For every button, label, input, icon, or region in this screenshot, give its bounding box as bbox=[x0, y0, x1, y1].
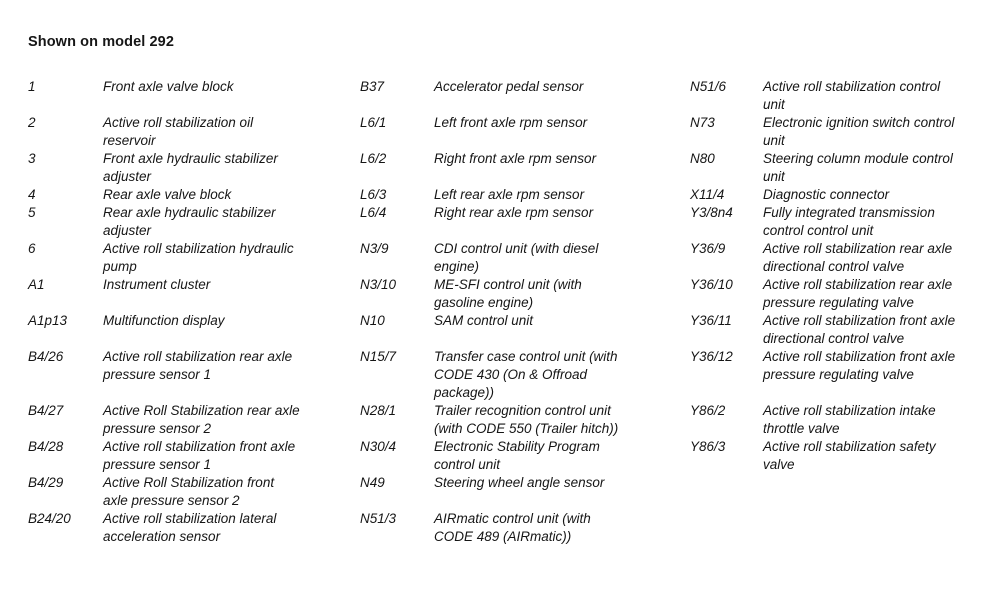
legend-desc-cell: Steering column module control unit bbox=[763, 151, 953, 184]
legend-code-cell: B24/20 bbox=[28, 511, 71, 526]
table-row: 3 Front axle hydraulic stabilizer adjust… bbox=[28, 150, 1005, 186]
table-row: B4/29 Active Roll Stabilization front ax… bbox=[28, 474, 1005, 510]
legend-code-cell: A1 bbox=[28, 277, 45, 292]
legend-code-cell: N10 bbox=[360, 313, 385, 328]
legend-code-cell: N49 bbox=[360, 475, 385, 490]
legend-code-cell: N28/1 bbox=[360, 403, 397, 418]
legend-desc-cell: Rear axle hydraulic stabilizer adjuster bbox=[103, 205, 276, 238]
table-row: B4/26 Active roll stabilization rear axl… bbox=[28, 348, 1005, 402]
legend-desc-cell bbox=[763, 510, 1005, 546]
legend-code-cell: A1p13 bbox=[28, 313, 68, 328]
legend-desc-cell: Active roll stabilization rear axle pres… bbox=[763, 277, 953, 310]
legend-desc-cell bbox=[763, 474, 1005, 510]
legend-code-cell: 5 bbox=[28, 205, 36, 220]
legend-code-cell bbox=[690, 474, 763, 510]
table-row: 4 Rear axle valve block L6/3 Left rear a… bbox=[28, 186, 1005, 204]
legend-code-cell: N73 bbox=[690, 115, 715, 130]
legend-code-cell: X11/4 bbox=[690, 187, 725, 202]
legend-code-cell: B4/29 bbox=[28, 475, 64, 490]
legend-code-cell: 1 bbox=[28, 79, 36, 94]
legend-code-cell bbox=[690, 510, 763, 546]
legend-desc-cell: Active roll stabilization intake throttl… bbox=[763, 403, 936, 436]
legend-code-cell: B37 bbox=[360, 79, 385, 94]
legend-desc-cell: AIRmatic control unit (with CODE 489 (AI… bbox=[434, 511, 591, 544]
legend-desc-cell: Active roll stabilization front axle pre… bbox=[763, 349, 956, 382]
legend-desc-cell: Front axle valve block bbox=[103, 79, 234, 94]
legend-table: 1 Front axle valve block B37 Accelerator… bbox=[28, 78, 1005, 546]
legend-desc-cell: Fully integrated transmission control co… bbox=[763, 205, 935, 238]
legend-desc-cell: Accelerator pedal sensor bbox=[434, 79, 584, 94]
legend-code-cell: Y36/10 bbox=[690, 277, 733, 292]
legend-code-cell: B4/26 bbox=[28, 349, 64, 364]
legend-code-cell: 2 bbox=[28, 115, 36, 130]
table-row: 6 Active roll stabilization hydraulic pu… bbox=[28, 240, 1005, 276]
legend-code-cell: N30/4 bbox=[360, 439, 397, 454]
legend-code-cell: B4/27 bbox=[28, 403, 64, 418]
legend-desc-cell: Active roll stabilization rear axle pres… bbox=[103, 349, 293, 382]
legend-code-cell: 4 bbox=[28, 187, 36, 202]
legend-desc-cell: Active roll stabilization control unit bbox=[763, 79, 941, 112]
legend-desc-cell: Active roll stabilization safety valve bbox=[763, 439, 936, 472]
legend-desc-cell: Right rear axle rpm sensor bbox=[434, 205, 594, 220]
legend-desc-cell: Electronic Stability Program control uni… bbox=[434, 439, 600, 472]
legend-code-cell: N3/10 bbox=[360, 277, 397, 292]
legend-desc-cell: Active roll stabilization front axle dir… bbox=[763, 313, 956, 346]
legend-code-cell: N80 bbox=[690, 151, 715, 166]
legend-table-body: 1 Front axle valve block B37 Accelerator… bbox=[28, 78, 1005, 546]
legend-desc-cell: Active Roll Stabilization front axle pre… bbox=[103, 475, 275, 508]
legend-desc-cell: Active Roll Stabilization rear axle pres… bbox=[103, 403, 300, 436]
legend-desc-cell: Trailer recognition control unit (with C… bbox=[434, 403, 619, 436]
legend-code-cell: Y36/11 bbox=[690, 313, 732, 328]
legend-desc-cell: Transfer case control unit (with CODE 43… bbox=[434, 349, 618, 400]
legend-desc-cell: Diagnostic connector bbox=[763, 187, 890, 202]
legend-code-cell: Y36/9 bbox=[690, 241, 726, 256]
legend-desc-cell: Active roll stabilization oil reservoir bbox=[103, 115, 254, 148]
legend-code-cell: N51/6 bbox=[690, 79, 727, 94]
table-row: B24/20 Active roll stabilization lateral… bbox=[28, 510, 1005, 546]
page-title: Shown on model 292 bbox=[28, 34, 175, 50]
table-row: 1 Front axle valve block B37 Accelerator… bbox=[28, 78, 1005, 114]
legend-code-cell: N15/7 bbox=[360, 349, 397, 364]
legend-desc-cell: Left front axle rpm sensor bbox=[434, 115, 588, 130]
legend-code-cell: L6/4 bbox=[360, 205, 387, 220]
legend-desc-cell: Active roll stabilization rear axle dire… bbox=[763, 241, 953, 274]
legend-code-cell: L6/1 bbox=[360, 115, 387, 130]
legend-desc-cell: Steering wheel angle sensor bbox=[434, 475, 605, 490]
legend-desc-cell: SAM control unit bbox=[434, 313, 534, 328]
legend-desc-cell: Rear axle valve block bbox=[103, 187, 232, 202]
legend-desc-cell: Multifunction display bbox=[103, 313, 225, 328]
legend-code-cell: 6 bbox=[28, 241, 36, 256]
legend-code-cell: Y86/2 bbox=[690, 403, 726, 418]
table-row: 2 Active roll stabilization oil reservoi… bbox=[28, 114, 1005, 150]
table-row: B4/27 Active Roll Stabilization rear axl… bbox=[28, 402, 1005, 438]
legend-desc-cell: Active roll stabilization hydraulic pump bbox=[103, 241, 294, 274]
legend-code-cell: Y36/12 bbox=[690, 349, 733, 364]
table-row: B4/28 Active roll stabilization front ax… bbox=[28, 438, 1005, 474]
legend-desc-cell: Electronic ignition switch control unit bbox=[763, 115, 955, 148]
legend-code-cell: N51/3 bbox=[360, 511, 397, 526]
legend-desc-cell: Right front axle rpm sensor bbox=[434, 151, 597, 166]
table-row: A1p13 Multifunction display N10 SAM cont… bbox=[28, 312, 1005, 348]
legend-code-cell: L6/3 bbox=[360, 187, 387, 202]
legend-code-cell: N3/9 bbox=[360, 241, 389, 256]
legend-desc-cell: Left rear axle rpm sensor bbox=[434, 187, 585, 202]
table-row: A1 Instrument cluster N3/10 ME-SFI contr… bbox=[28, 276, 1005, 312]
legend-code-cell: L6/2 bbox=[360, 151, 387, 166]
legend-desc-cell: CDI control unit (with diesel engine) bbox=[434, 241, 599, 274]
legend-code-cell: Y86/3 bbox=[690, 439, 726, 454]
table-row: 5 Rear axle hydraulic stabilizer adjuste… bbox=[28, 204, 1005, 240]
legend-code-cell: B4/28 bbox=[28, 439, 64, 454]
legend-code-cell: Y3/8n4 bbox=[690, 205, 733, 220]
legend-code-cell: 3 bbox=[28, 151, 36, 166]
legend-desc-cell: Active roll stabilization front axle pre… bbox=[103, 439, 296, 472]
legend-desc-cell: ME-SFI control unit (with gasoline engin… bbox=[434, 277, 582, 310]
legend-desc-cell: Instrument cluster bbox=[103, 277, 211, 292]
legend-desc-cell: Front axle hydraulic stabilizer adjuster bbox=[103, 151, 278, 184]
legend-desc-cell: Active roll stabilization lateral accele… bbox=[103, 511, 277, 544]
